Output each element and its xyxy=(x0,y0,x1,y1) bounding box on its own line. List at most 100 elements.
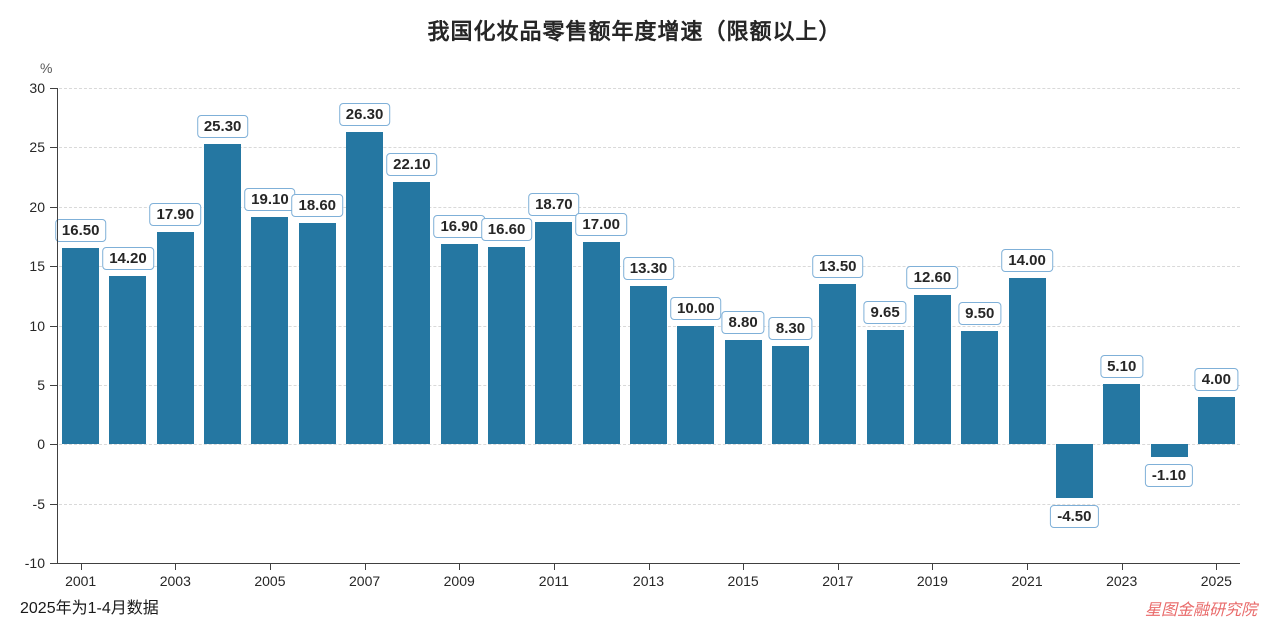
bar xyxy=(535,222,573,445)
bar-value-label: 9.50 xyxy=(958,302,1002,326)
bar-value-label: 18.70 xyxy=(528,193,580,217)
bar xyxy=(1150,444,1188,458)
x-tick-label: 2023 xyxy=(1106,573,1138,589)
chart-title: 我国化妆品零售额年度增速（限额以上） xyxy=(427,19,842,44)
y-tick-mark xyxy=(50,266,57,268)
y-tick-label: -10 xyxy=(24,555,45,571)
x-tick-mark xyxy=(364,563,366,570)
bar-value-label: 13.50 xyxy=(811,254,864,278)
y-tick-label: 30 xyxy=(29,80,45,96)
bar xyxy=(961,331,999,445)
y-gridline xyxy=(59,206,1240,208)
bar xyxy=(1103,383,1141,445)
bar-value-label: 8.80 xyxy=(721,310,765,334)
x-tick-mark xyxy=(932,563,934,570)
bar xyxy=(866,329,904,445)
y-tick-label: 20 xyxy=(29,198,45,215)
bar xyxy=(913,294,951,445)
bar-value-label: 22.10 xyxy=(386,152,438,176)
bar-value-label: 17.90 xyxy=(149,202,202,226)
x-tick-mark xyxy=(837,563,839,570)
bar-value-label: 17.00 xyxy=(575,213,627,237)
x-tick-label: 2017 xyxy=(822,573,854,589)
x-tick-label: 2021 xyxy=(1011,573,1043,589)
bar-value-label: 14.20 xyxy=(102,246,154,270)
bar xyxy=(298,223,336,445)
bar-value-label: 16.90 xyxy=(433,214,485,238)
x-tick-mark xyxy=(269,563,271,570)
bar-value-label: 8.30 xyxy=(768,316,813,340)
x-tick-label: 2025 xyxy=(1200,573,1232,589)
y-tick-label: 0 xyxy=(37,436,45,453)
x-tick-mark xyxy=(553,563,555,570)
y-axis-unit-label: % xyxy=(40,60,53,76)
watermark-text: 星图金融研究院 xyxy=(1144,602,1257,619)
x-tick-label: 2007 xyxy=(349,573,381,589)
y-tick-mark xyxy=(50,88,57,89)
bar xyxy=(156,231,194,445)
bar-value-label: 9.65 xyxy=(863,300,907,324)
y-tick-mark xyxy=(50,384,57,386)
x-tick-label: 2001 xyxy=(65,573,97,589)
bar-value-label: 14.00 xyxy=(1001,249,1053,272)
x-tick-mark xyxy=(1121,563,1123,570)
x-tick-label: 2015 xyxy=(727,573,759,589)
y-gridline xyxy=(59,147,1240,149)
bar-value-label: -4.50 xyxy=(1050,504,1099,528)
bar xyxy=(62,248,100,445)
y-tick-mark xyxy=(50,503,57,505)
x-tick-label: 2009 xyxy=(443,573,475,589)
bar-value-label: 16.60 xyxy=(480,218,533,242)
x-tick-label: 2019 xyxy=(916,573,948,589)
bar xyxy=(1197,396,1235,445)
bar xyxy=(440,243,478,445)
bar xyxy=(393,181,431,445)
y-gridline xyxy=(59,88,1240,89)
bar-value-label: 4.00 xyxy=(1194,367,1238,391)
bar-value-label: 18.60 xyxy=(291,194,344,218)
bar xyxy=(251,217,289,445)
y-tick-label: 25 xyxy=(29,139,45,156)
bar xyxy=(677,325,715,445)
y-tick-label: 15 xyxy=(29,258,45,275)
y-tick-mark xyxy=(50,325,57,327)
y-tick-label: 5 xyxy=(37,376,45,393)
y-gridline xyxy=(59,444,1240,446)
y-gridline xyxy=(59,503,1240,505)
y-tick-mark xyxy=(50,147,57,149)
bar-value-label: 13.30 xyxy=(622,257,675,281)
x-tick-label: 2005 xyxy=(254,573,286,589)
bar xyxy=(346,131,384,445)
y-tick-label: 10 xyxy=(29,317,45,334)
bar-value-label: 16.50 xyxy=(54,219,107,243)
x-tick-mark xyxy=(743,563,745,570)
y-tick-mark xyxy=(50,563,57,564)
x-tick-mark xyxy=(648,563,650,570)
bar-value-label: -1.10 xyxy=(1144,464,1194,488)
bar-value-label: 19.10 xyxy=(244,188,296,212)
bar xyxy=(771,345,809,445)
x-tick-label: 2011 xyxy=(538,573,569,589)
x-tick-label: 2003 xyxy=(159,573,191,589)
bar-value-label: 5.10 xyxy=(1100,354,1144,378)
bar-value-label: 12.60 xyxy=(906,265,959,289)
y-tick-label: -5 xyxy=(32,495,45,512)
bar-value-label: 25.30 xyxy=(196,114,249,138)
bar xyxy=(488,247,526,445)
x-tick-mark xyxy=(80,563,82,570)
bar xyxy=(724,339,762,445)
footnote-text: 2025年为1-4月数据 xyxy=(20,600,159,617)
x-tick-label: 2013 xyxy=(632,573,665,589)
y-tick-mark xyxy=(50,444,57,446)
bar xyxy=(630,286,667,445)
bar xyxy=(1008,278,1046,445)
bar xyxy=(1055,444,1093,498)
bar xyxy=(819,283,857,445)
y-axis-line xyxy=(57,88,58,563)
bar xyxy=(109,275,147,445)
x-tick-mark xyxy=(1027,563,1029,570)
x-tick-mark xyxy=(459,563,461,570)
bar-value-label: 26.30 xyxy=(338,102,391,126)
bar-value-label: 10.00 xyxy=(670,296,722,320)
